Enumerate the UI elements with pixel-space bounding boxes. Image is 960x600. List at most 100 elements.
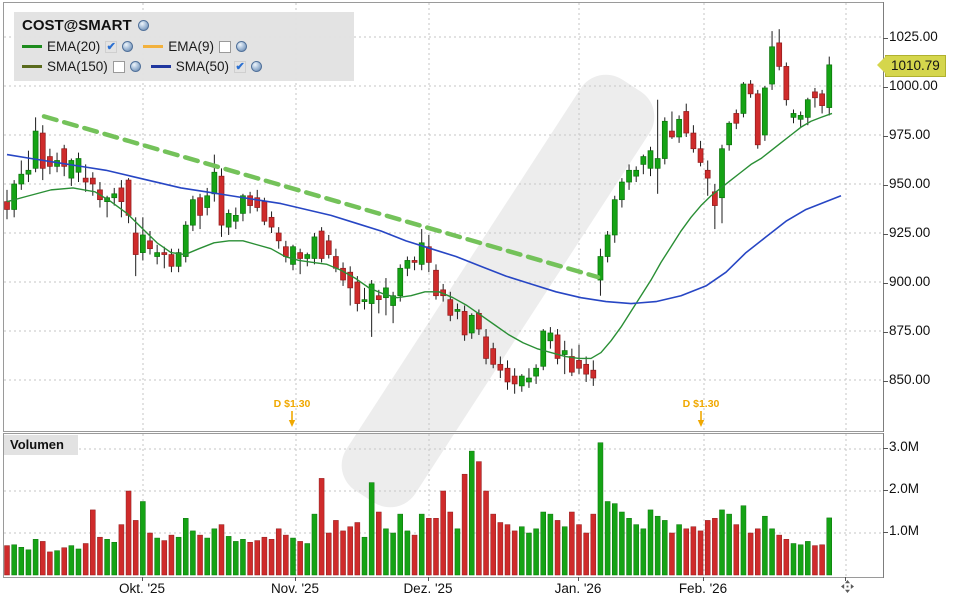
volume-bar — [290, 537, 296, 576]
volume-bar — [147, 532, 153, 576]
globe-icon[interactable] — [251, 61, 263, 72]
indicator-checkbox[interactable] — [112, 60, 125, 73]
candle — [290, 244, 296, 271]
time-axis-label: Dez. '25 — [403, 581, 453, 596]
candle — [683, 103, 690, 137]
price-axis-label: 975.00 — [889, 127, 931, 142]
candle — [783, 62, 790, 106]
candle — [633, 166, 640, 183]
volume-bar — [597, 442, 604, 576]
price-axis-tick — [883, 331, 888, 333]
price-axis-tick — [883, 37, 888, 39]
volume-bar — [511, 530, 518, 576]
globe-icon[interactable] — [137, 20, 149, 31]
volume-bar — [740, 505, 747, 576]
volume-bar — [483, 490, 489, 576]
candle — [719, 144, 725, 224]
volume-axis-tick — [883, 447, 888, 449]
candle — [819, 89, 825, 114]
volume-bar — [347, 526, 353, 576]
dividend-marker: D $1.30 — [274, 398, 311, 427]
candle — [790, 109, 797, 124]
candle — [426, 234, 432, 273]
indicator-checkbox[interactable]: ✔ — [105, 40, 118, 53]
volume-bar — [11, 544, 17, 576]
price-axis-label: 900.00 — [889, 274, 931, 289]
candle — [132, 217, 139, 277]
volume-bar — [183, 518, 189, 576]
svg-text:D $1.30: D $1.30 — [683, 398, 720, 410]
candle — [275, 227, 282, 249]
price-chart-pane[interactable]: D $1.30 D $1.30 — [3, 2, 884, 432]
candlestick-series — [4, 29, 833, 394]
volume-bar — [769, 528, 775, 576]
volume-bar — [204, 537, 210, 576]
candle — [518, 374, 525, 392]
price-axis-tick — [883, 233, 888, 235]
candle — [647, 146, 654, 177]
candle — [547, 327, 554, 349]
volume-bar — [376, 511, 382, 576]
volume-bar — [762, 515, 768, 576]
candle — [669, 111, 675, 139]
indicator-checkbox[interactable]: ✔ — [234, 60, 247, 73]
candle — [325, 234, 332, 259]
candle — [483, 329, 489, 365]
candle — [311, 233, 318, 265]
candle — [812, 87, 818, 108]
candle — [361, 287, 368, 310]
volume-bar — [32, 539, 39, 576]
volume-bar — [469, 450, 475, 576]
volume-axis-label: 2.0M — [889, 481, 920, 496]
volume-pane[interactable] — [3, 433, 884, 578]
candle — [611, 195, 618, 243]
volume-bar — [111, 541, 117, 576]
candle — [590, 360, 597, 386]
volume-bar — [783, 539, 790, 576]
volume-bar — [554, 520, 561, 576]
volume-bar — [411, 534, 418, 576]
volume-bar — [90, 509, 96, 576]
candle — [733, 109, 740, 130]
volume-axis-line — [883, 433, 884, 578]
volume-bar — [654, 515, 661, 576]
volume-bar — [712, 518, 718, 576]
candle — [140, 217, 146, 261]
volume-bar — [826, 517, 832, 576]
candle — [75, 152, 82, 183]
time-axis-tick — [142, 577, 143, 581]
indicator-checkbox[interactable] — [219, 40, 232, 53]
volume-bar — [318, 478, 325, 576]
candle — [468, 313, 475, 339]
candle — [197, 193, 203, 230]
volume-bar — [240, 539, 246, 576]
price-chart-canvas[interactable]: D $1.30 D $1.30 — [4, 3, 883, 431]
candle — [225, 209, 232, 235]
volume-bar — [161, 540, 168, 576]
volume-bar — [447, 511, 454, 576]
globe-icon[interactable] — [236, 41, 248, 52]
volume-bar — [368, 482, 375, 576]
price-axis-label: 950.00 — [889, 176, 931, 191]
volume-bar — [640, 528, 647, 576]
scroll-cursor-icon[interactable] — [841, 580, 854, 593]
volume-bar — [590, 513, 597, 576]
volume-bar — [390, 532, 396, 576]
volume-bar — [526, 532, 532, 576]
volume-bar — [461, 473, 468, 576]
volume-axis-tick — [883, 531, 888, 533]
volume-chart-canvas[interactable] — [4, 434, 883, 577]
volume-bar — [569, 511, 575, 576]
candle — [504, 360, 511, 390]
trendline-annotation[interactable] — [41, 114, 601, 280]
volume-bar — [225, 536, 232, 576]
volume-axis-label: 1.0M — [889, 523, 920, 538]
candle — [25, 150, 32, 183]
candle — [576, 344, 582, 375]
globe-icon[interactable] — [122, 41, 134, 52]
indicator-swatch — [150, 65, 171, 68]
time-axis-tick — [295, 577, 296, 581]
volume-bar — [662, 520, 668, 576]
globe-icon[interactable] — [129, 61, 141, 72]
volume-bar — [154, 537, 160, 576]
